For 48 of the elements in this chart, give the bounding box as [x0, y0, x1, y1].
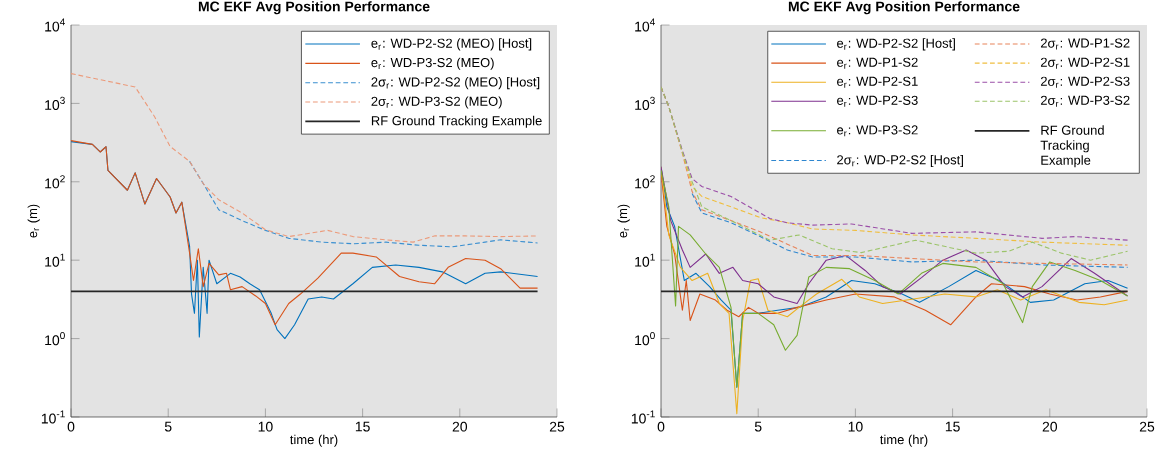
- y-tick-label: 10$^{0}$: [635, 332, 655, 346]
- x-tick-label: 20: [1042, 421, 1058, 432]
- legend-label: e$_{r}$: WD-P3-S2 (MEO): [371, 57, 494, 70]
- legend-label: e$_{r}$: WD-P2-S3: [837, 95, 918, 107]
- line-series: [189, 160, 539, 248]
- y-tick-label: 10$^{0}$: [45, 332, 65, 346]
- x-tick-label: 5: [164, 421, 172, 432]
- legend-label: e$_{r}$: WD-P2-S2 [Host]: [837, 38, 955, 51]
- x-tick-label: 15: [355, 421, 370, 432]
- x-tick-label: 0: [67, 421, 75, 432]
- y-tick-label: 10$^{4}$: [45, 18, 65, 32]
- legend-label: 2σ$_{r}$: WD-P2-S2 [Host]: [837, 154, 963, 167]
- legend-label: 2σ$_{r}$: WD-P1-S2: [1040, 38, 1130, 50]
- x-tick-label: 15: [945, 421, 960, 432]
- y-axis-title: e$_{r}$ (m): [617, 204, 630, 238]
- chart-title: MC EKF Avg Position Performance: [788, 1, 1020, 15]
- legend-label: e$_{r}$: WD-P2-S2 (MEO) [Host]: [371, 38, 532, 51]
- legend-label: RF Ground Tracking Example: [371, 115, 542, 128]
- x-tick-label: 10: [848, 421, 863, 432]
- x-axis-title: time (hr): [290, 434, 338, 447]
- x-tick-label: 20: [452, 421, 468, 432]
- x-tick-label: 10: [258, 421, 273, 432]
- legend-label: 2σ$_{r}$: WD-P3-S2 (MEO): [371, 96, 502, 109]
- legend-label: 2σ$_{r}$: WD-P2-S1: [1040, 57, 1130, 69]
- x-tick-label: 25: [1139, 421, 1155, 432]
- y-axis-title: e$_{r}$ (m): [27, 204, 40, 238]
- legend-label: 2σ$_{r}$: WD-P2-S2 (MEO) [Host]: [371, 77, 540, 90]
- y-tick-label: 10$^{4}$: [635, 18, 655, 32]
- legend-label: e$_{r}$: WD-P2-S1: [837, 76, 918, 88]
- legend-label: RF Ground Tracking Example: [1040, 125, 1104, 168]
- y-tick-label: 10$^{3}$: [635, 96, 655, 110]
- y-tick-label: 10$^{2}$: [45, 175, 65, 189]
- legend-label: 2σ$_{r}$: WD-P3-S2: [1040, 95, 1130, 107]
- x-tick-label: 5: [754, 421, 762, 432]
- legend-label: 2σ$_{r}$: WD-P2-S3: [1040, 76, 1130, 88]
- y-tick-label: 10$^{2}$: [635, 175, 655, 189]
- chart-title: MC EKF Avg Position Performance: [198, 1, 430, 15]
- legend-label: e$_{r}$: WD-P3-S2: [837, 125, 918, 137]
- line-series: [691, 192, 1129, 268]
- y-tick-label: 10$^{3}$: [45, 96, 65, 110]
- y-tick-label: 10$^{-1}$: [631, 410, 655, 424]
- y-tick-label: 10$^{1}$: [45, 253, 65, 267]
- x-tick-label: 25: [549, 421, 565, 432]
- x-tick-label: 0: [657, 421, 665, 432]
- y-tick-label: 10$^{-1}$: [41, 410, 65, 424]
- legend-label: e$_{r}$: WD-P1-S2: [837, 57, 918, 69]
- y-tick-label: 10$^{1}$: [635, 253, 655, 267]
- x-axis-title: time (hr): [880, 434, 928, 447]
